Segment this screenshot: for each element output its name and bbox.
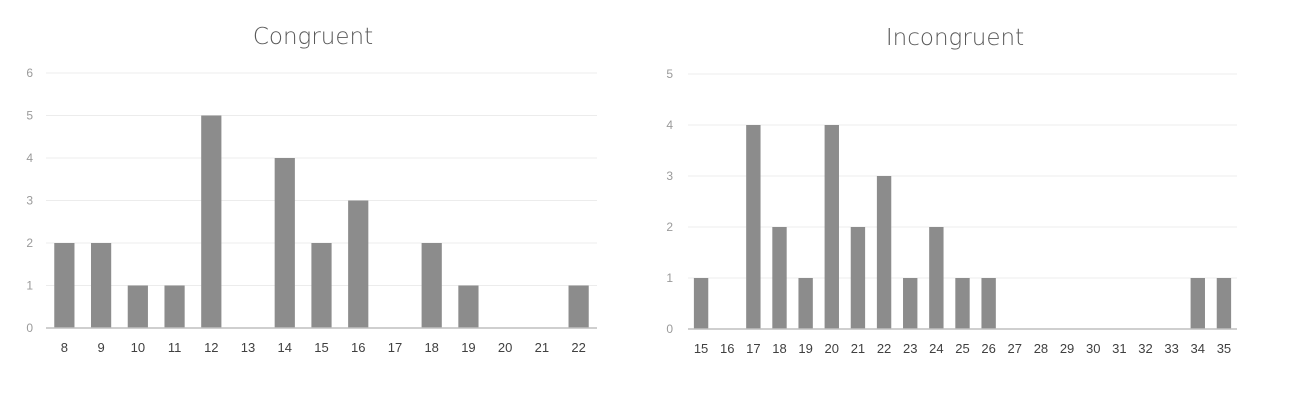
gridlines (688, 73, 1237, 279)
y-tick-label: 0 (666, 322, 673, 336)
bar (348, 200, 369, 328)
x-tick-label: 15 (694, 341, 708, 356)
x-tick-label: 15 (314, 340, 328, 355)
bar (568, 285, 589, 328)
x-tick-label: 9 (97, 340, 104, 355)
bars (693, 125, 1232, 329)
x-tick-label: 24 (929, 341, 943, 356)
x-tick-label: 25 (955, 341, 969, 356)
bar (164, 285, 185, 328)
x-tick-label: 21 (851, 341, 865, 356)
bar (1190, 278, 1205, 329)
bars (54, 115, 589, 328)
x-tick-label: 23 (903, 341, 917, 356)
bar (90, 243, 112, 328)
bar (824, 125, 839, 329)
x-tick-label: 26 (981, 341, 995, 356)
bar (876, 176, 892, 329)
bar (201, 115, 222, 328)
bar (903, 278, 918, 329)
bar (1216, 278, 1232, 329)
x-tick-label: 29 (1060, 341, 1074, 356)
x-tick-label: 11 (168, 340, 182, 355)
y-tick-label: 3 (666, 169, 673, 183)
bar (127, 285, 148, 328)
bar (458, 285, 479, 328)
x-tick-label: 18 (772, 341, 786, 356)
y-tick-label: 2 (666, 220, 673, 234)
x-tick-label: 22 (877, 341, 891, 356)
y-tick-label: 1 (26, 279, 33, 293)
bar (311, 243, 332, 328)
x-tick-label: 14 (278, 340, 292, 355)
bar (929, 227, 944, 329)
x-tick-label: 30 (1086, 341, 1100, 356)
y-tick-label: 5 (26, 109, 33, 123)
x-tick-label: 28 (1034, 341, 1048, 356)
bar (772, 227, 787, 329)
gridlines (46, 72, 597, 286)
x-tick-label: 27 (1008, 341, 1022, 356)
x-tick-label: 18 (424, 340, 438, 355)
bar (850, 227, 866, 329)
x-tick-label: 31 (1112, 341, 1126, 356)
x-tick-label: 19 (798, 341, 812, 356)
y-tick-label: 4 (666, 118, 673, 132)
bar (955, 278, 970, 329)
x-tick-label: 34 (1191, 341, 1205, 356)
x-tick-label: 12 (204, 340, 218, 355)
chart-title: Incongruent (886, 25, 1024, 51)
bar (274, 158, 295, 328)
x-tick-label: 21 (535, 340, 549, 355)
x-tick-label: 10 (131, 340, 145, 355)
x-tick-label: 16 (351, 340, 365, 355)
y-tick-label: 6 (26, 66, 33, 80)
x-tick-label: 19 (461, 340, 475, 355)
x-tick-label: 22 (571, 340, 585, 355)
bar (421, 243, 442, 328)
x-tick-label: 20 (825, 341, 839, 356)
y-tick-label: 0 (26, 321, 33, 335)
x-tick-label: 17 (388, 340, 402, 355)
bar (746, 125, 761, 329)
y-tick-label: 2 (26, 236, 33, 250)
y-tick-label: 1 (666, 271, 673, 285)
y-tick-label: 4 (26, 151, 33, 165)
x-tick-label: 35 (1217, 341, 1231, 356)
x-tick-label: 8 (61, 340, 68, 355)
y-tick-label: 5 (666, 67, 673, 81)
bar (798, 278, 813, 329)
x-tick-label: 13 (241, 340, 255, 355)
x-tick-label: 20 (498, 340, 512, 355)
x-tick-label: 16 (720, 341, 734, 356)
y-tick-label: 3 (26, 194, 33, 208)
bar (981, 278, 996, 329)
x-tick-label: 33 (1164, 341, 1178, 356)
bar (693, 278, 709, 329)
x-tick-label: 32 (1138, 341, 1152, 356)
chart-title: Congruent (253, 24, 373, 50)
x-tick-label: 17 (746, 341, 760, 356)
bar (54, 243, 75, 328)
